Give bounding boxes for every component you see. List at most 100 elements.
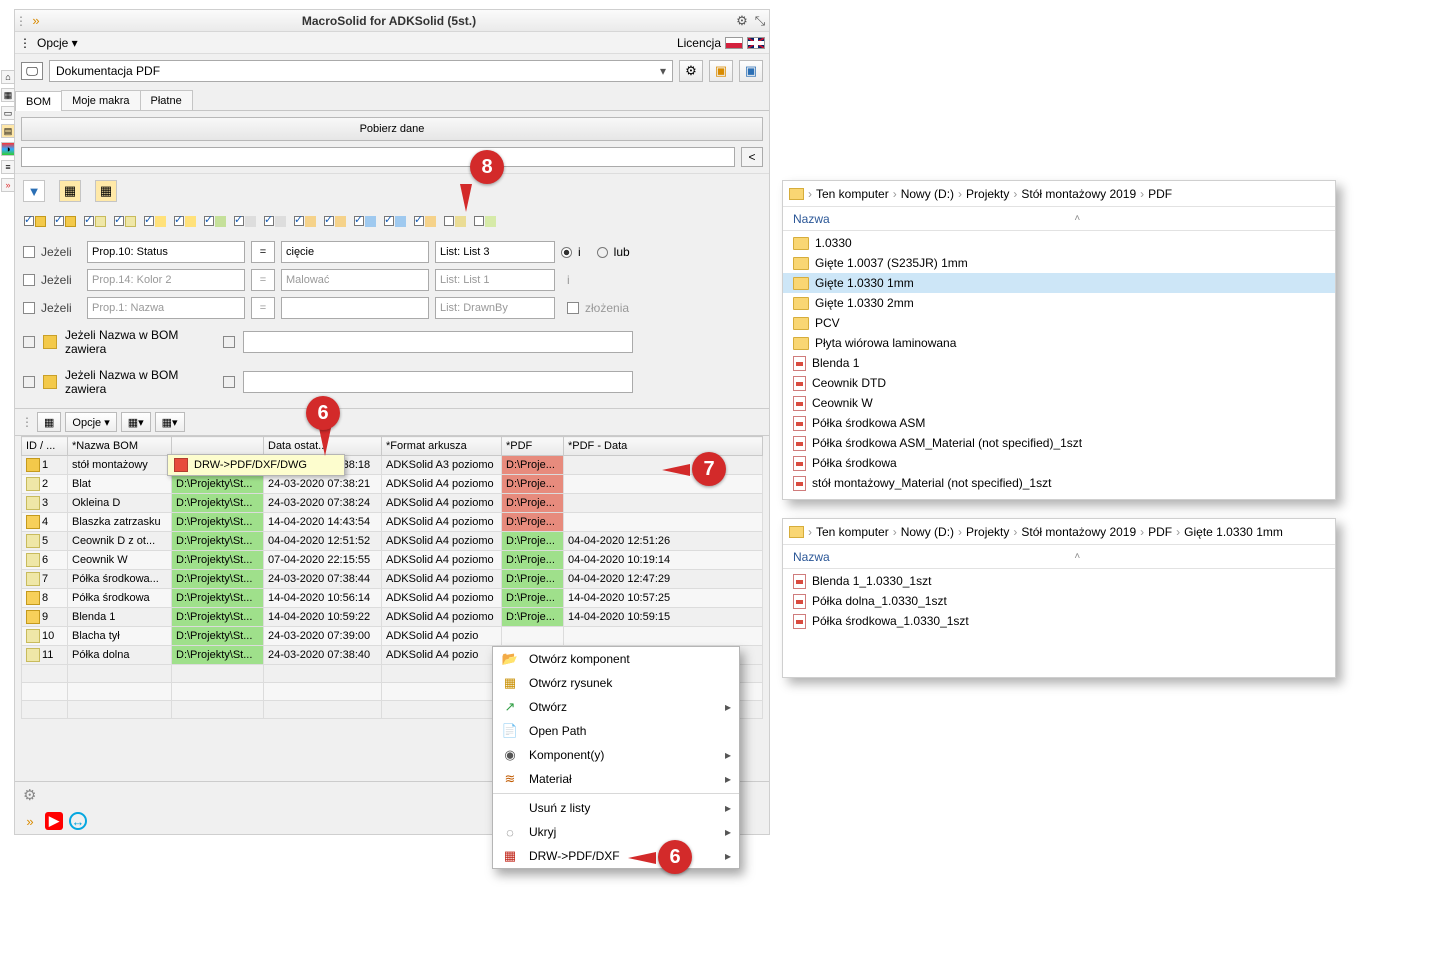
nazwa-input[interactable] <box>243 331 633 353</box>
prop-select[interactable] <box>87 297 245 319</box>
checkbox[interactable] <box>567 302 579 314</box>
file-item[interactable]: Półka środkowa <box>783 453 1335 473</box>
pobierz-dane-button[interactable]: Pobierz dane <box>21 117 763 141</box>
checkbox[interactable] <box>23 376 35 388</box>
col-pdfdata[interactable]: *PDF - Data <box>564 437 763 456</box>
pin-icon[interactable]: ⤡ <box>751 13 769 29</box>
side-icon[interactable]: ⌂ <box>1 70 15 84</box>
file-item[interactable]: Blenda 1_1.0330_1szt <box>783 571 1335 591</box>
toolbar-button[interactable]: ▦ <box>37 412 61 432</box>
monitor-icon[interactable]: 🖵 <box>21 62 43 80</box>
ctx-item[interactable]: ≋Materiał▸ <box>493 767 739 791</box>
toolbar-button[interactable]: ▦▾ <box>121 412 151 432</box>
checkbox[interactable] <box>23 302 35 314</box>
main-combo[interactable]: Dokumentacja PDF <box>49 60 673 82</box>
list-select[interactable] <box>435 241 555 263</box>
col-id[interactable]: ID / ... <box>22 437 68 456</box>
side-icon[interactable]: » <box>1 178 15 192</box>
file-item[interactable]: Ceownik W <box>783 393 1335 413</box>
opcje-menu[interactable]: Opcje ▾ <box>31 36 84 50</box>
table-row[interactable]: 3Okleina DD:\Projekty\St...24-03-2020 07… <box>22 494 763 513</box>
tab-platne[interactable]: Płatne <box>140 90 193 110</box>
breadcrumb-item[interactable]: Stół montażowy 2019 <box>1021 187 1136 201</box>
gear-icon[interactable]: ⚙ <box>23 786 36 804</box>
file-item[interactable]: Półka środkowa_1.0330_1szt <box>783 611 1335 631</box>
column-header[interactable]: Nazwa ˄ <box>783 545 1335 569</box>
chevrons-icon[interactable]: » <box>27 13 45 28</box>
toggle[interactable] <box>321 210 349 232</box>
side-icon[interactable]: ◑ <box>1 142 15 156</box>
breadcrumb-item[interactable]: PDF <box>1148 187 1172 201</box>
chevrons-icon[interactable]: » <box>21 812 39 830</box>
file-item[interactable]: PCV <box>783 313 1335 333</box>
breadcrumb-item[interactable]: Projekty <box>966 187 1009 201</box>
licencja-label[interactable]: Licencja <box>677 36 721 50</box>
radio-lub[interactable] <box>597 247 608 258</box>
back-button[interactable]: < <box>741 147 763 167</box>
table-row[interactable]: 6Ceownik WD:\Projekty\St...07-04-2020 22… <box>22 551 763 570</box>
grip-icon[interactable]: ⋮ <box>15 14 27 28</box>
val-select[interactable] <box>281 269 429 291</box>
side-icon[interactable]: ≡ <box>1 160 15 174</box>
table-row[interactable]: 5Ceownik D z ot...D:\Projekty\St...04-04… <box>22 532 763 551</box>
side-icon[interactable]: ▭ <box>1 106 15 120</box>
file-item[interactable]: Półka środkowa ASM <box>783 413 1335 433</box>
op-select[interactable] <box>251 269 275 291</box>
col-nazwa[interactable]: *Nazwa BOM <box>68 437 172 456</box>
gear-icon[interactable]: ⚙ <box>733 13 751 29</box>
toggle[interactable] <box>261 210 289 232</box>
op-select[interactable] <box>251 241 275 263</box>
prop-select[interactable] <box>87 269 245 291</box>
side-icon[interactable]: ▦ <box>1 88 15 102</box>
toggle[interactable] <box>171 210 199 232</box>
list-select[interactable] <box>435 297 555 319</box>
teamviewer-icon[interactable]: ↔ <box>69 812 87 830</box>
context-menu[interactable]: 📂Otwórz komponent▦Otwórz rysunek↗Otwórz▸… <box>492 646 740 869</box>
checkbox[interactable] <box>223 376 235 388</box>
val-select[interactable] <box>281 297 429 319</box>
table-row[interactable]: 9Blenda 1D:\Projekty\St...14-04-2020 10:… <box>22 608 763 627</box>
breadcrumb[interactable]: › Ten komputer›Nowy (D:)›Projekty›Stół m… <box>783 181 1335 207</box>
ctx-item[interactable]: ◉Komponent(y)▸ <box>493 743 739 767</box>
toggle[interactable] <box>351 210 379 232</box>
toggle[interactable] <box>201 210 229 232</box>
flag-uk-icon[interactable] <box>747 37 765 49</box>
checkbox[interactable] <box>23 246 35 258</box>
breadcrumb-item[interactable]: Stół montażowy 2019 <box>1021 525 1136 539</box>
ctx-item[interactable]: ▦Otwórz rysunek <box>493 671 739 695</box>
side-icon[interactable]: ▤ <box>1 124 15 138</box>
icon-button[interactable]: ▣ <box>709 60 733 82</box>
op-select[interactable] <box>251 297 275 319</box>
toggle[interactable] <box>381 210 409 232</box>
toggle[interactable] <box>141 210 169 232</box>
flag-pl-icon[interactable] <box>725 37 743 49</box>
ctx-item[interactable]: ↗Otwórz▸ <box>493 695 739 719</box>
table-row[interactable]: 1stół montażowyD:\Projekty\St...24-03-20… <box>22 456 763 475</box>
opcje-button[interactable]: Opcje ▾ <box>65 412 116 432</box>
ctx-item[interactable]: 📂Otwórz komponent <box>493 647 739 671</box>
checkbox[interactable] <box>23 274 35 286</box>
file-item[interactable]: Gięte 1.0037 (S235JR) 1mm <box>783 253 1335 273</box>
toggle[interactable] <box>231 210 259 232</box>
search-input[interactable] <box>21 147 735 167</box>
toggle[interactable] <box>111 210 139 232</box>
grip-icon[interactable]: ⋮ <box>19 36 31 50</box>
table-row[interactable]: 10Blacha tyłD:\Projekty\St...24-03-2020 … <box>22 627 763 646</box>
breadcrumb-item[interactable]: Projekty <box>966 525 1009 539</box>
file-item[interactable]: Gięte 1.0330 2mm <box>783 293 1335 313</box>
icon-button[interactable]: ▣ <box>739 60 763 82</box>
table-row[interactable]: 2BlatD:\Projekty\St...24-03-2020 07:38:2… <box>22 475 763 494</box>
file-item[interactable]: Blenda 1 <box>783 353 1335 373</box>
toolbar-button[interactable]: ▦▾ <box>155 412 185 432</box>
toggle[interactable] <box>21 210 49 232</box>
breadcrumb-item[interactable]: Gięte 1.0330 1mm <box>1184 525 1283 539</box>
toggle[interactable] <box>471 210 499 232</box>
gear-button[interactable]: ⚙ <box>679 60 703 82</box>
col-path[interactable] <box>172 437 264 456</box>
checkbox[interactable] <box>23 336 35 348</box>
file-item[interactable]: Płyta wiórowa laminowana <box>783 333 1335 353</box>
file-item[interactable]: Ceownik DTD <box>783 373 1335 393</box>
ctx-item[interactable]: 📄Open Path <box>493 719 739 743</box>
radio-i[interactable] <box>561 247 572 258</box>
table-row[interactable]: 8Półka środkowaD:\Projekty\St...14-04-20… <box>22 589 763 608</box>
